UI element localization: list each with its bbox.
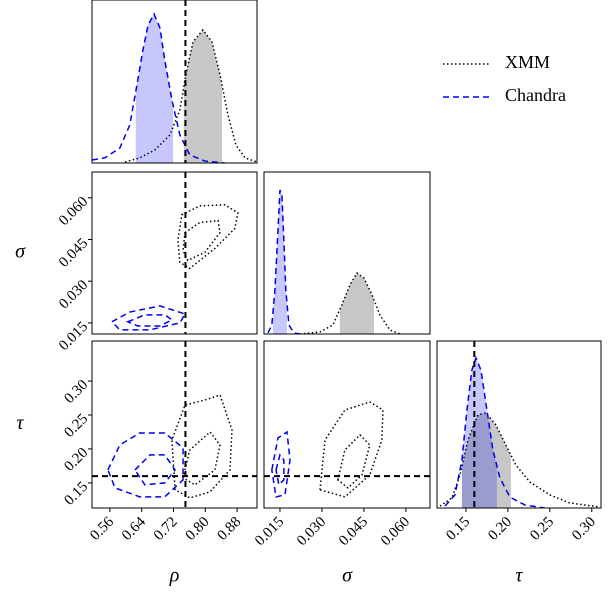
y-tick-label: 0.25 bbox=[61, 411, 91, 441]
y-tick-label: 0.30 bbox=[61, 377, 91, 407]
density-line bbox=[92, 12, 225, 163]
contour bbox=[110, 305, 187, 331]
panel bbox=[439, 341, 600, 508]
y-tick-label: 0.015 bbox=[56, 319, 91, 354]
contour bbox=[182, 430, 221, 486]
frame bbox=[263, 340, 431, 509]
x-axis-label: ρ bbox=[169, 565, 180, 587]
y-tick-label: 0.060 bbox=[56, 194, 91, 229]
x-tick-label: 0.15 bbox=[443, 514, 473, 544]
x-tick-label: 0.30 bbox=[569, 514, 599, 544]
contour bbox=[107, 432, 184, 498]
y-tick-label: 0.20 bbox=[61, 445, 91, 475]
legend-label: Chandra bbox=[505, 85, 566, 105]
panel bbox=[92, 0, 257, 163]
contour bbox=[171, 394, 233, 499]
y-tick-label: 0.15 bbox=[61, 479, 91, 509]
x-axis-label: σ bbox=[342, 565, 353, 587]
contour bbox=[275, 453, 285, 487]
contour bbox=[133, 454, 177, 486]
frame bbox=[91, 0, 258, 164]
y-axis-label: τ bbox=[16, 412, 24, 434]
panel bbox=[110, 172, 239, 334]
x-tick-label: 0.64 bbox=[119, 514, 149, 544]
density-line bbox=[299, 271, 401, 334]
x-tick-label: 0.030 bbox=[294, 514, 329, 549]
density-line bbox=[267, 189, 300, 334]
x-tick-label: 0.80 bbox=[183, 514, 213, 544]
density-line bbox=[124, 28, 257, 163]
frame bbox=[436, 340, 602, 509]
contour bbox=[125, 314, 174, 327]
x-tick-label: 0.56 bbox=[87, 514, 117, 544]
density-line bbox=[439, 412, 600, 508]
panel bbox=[267, 189, 401, 334]
contour bbox=[337, 433, 371, 489]
x-tick-label: 0.88 bbox=[215, 514, 245, 544]
contour bbox=[182, 219, 221, 262]
frame bbox=[91, 340, 258, 509]
contour bbox=[319, 401, 384, 498]
x-tick-label: 0.060 bbox=[378, 514, 413, 549]
credible-interval bbox=[339, 273, 375, 334]
contour bbox=[177, 204, 239, 270]
contour bbox=[271, 430, 291, 498]
x-tick-label: 0.25 bbox=[527, 514, 557, 544]
x-axis-label: τ bbox=[515, 565, 523, 587]
y-axis-label: σ bbox=[15, 241, 26, 263]
x-tick-label: 0.72 bbox=[151, 514, 181, 544]
credible-interval bbox=[461, 358, 497, 508]
y-tick-label: 0.045 bbox=[56, 235, 91, 270]
frame bbox=[91, 171, 258, 335]
density-line bbox=[444, 355, 545, 508]
x-tick-label: 0.20 bbox=[485, 514, 515, 544]
legend-label: XMM bbox=[505, 52, 550, 72]
panel bbox=[264, 401, 430, 498]
panel bbox=[92, 341, 257, 508]
x-tick-label: 0.015 bbox=[252, 514, 287, 549]
y-tick-label: 0.030 bbox=[56, 277, 91, 312]
credible-interval bbox=[272, 189, 287, 334]
x-tick-label: 0.045 bbox=[336, 514, 371, 549]
credible-interval bbox=[183, 29, 223, 163]
frame bbox=[263, 171, 431, 335]
credible-interval bbox=[135, 14, 174, 163]
